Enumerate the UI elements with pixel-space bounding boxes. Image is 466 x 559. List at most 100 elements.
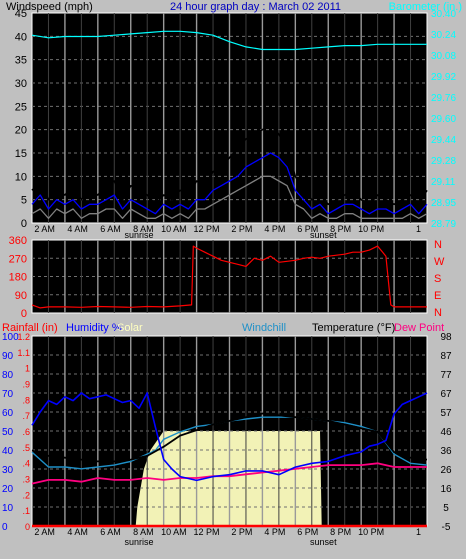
temperature-tick-label: 57 xyxy=(440,408,452,419)
time-tick-label: 6 AM xyxy=(100,224,121,234)
rainfall-tick-label: 0 xyxy=(25,522,30,532)
temperature-tick-label: 26 xyxy=(440,465,452,476)
time-tick-label: 12 PM xyxy=(193,527,219,537)
barometer-tick-label: 29.92 xyxy=(431,72,456,83)
windspeed-tick-label: 5 xyxy=(21,195,27,207)
rainfall-tick-label: 1.1 xyxy=(17,348,30,358)
legend-dew-point: Dew Point xyxy=(394,322,444,334)
compass-label: N xyxy=(434,239,442,251)
humidity-tick-label: 100 xyxy=(2,332,19,343)
barometer-tick-label: 29.11 xyxy=(431,177,456,188)
graph-title: 24 hour graph day : March 02 2011 xyxy=(170,1,341,13)
windspeed-tick-label: 35 xyxy=(15,55,27,67)
time-tick-label: 8 PM xyxy=(330,224,351,234)
direction-tick-label: 360 xyxy=(9,235,27,247)
wind-series xyxy=(31,30,428,219)
time-tick-label: 6 PM xyxy=(297,527,318,537)
rainfall-tick-label: .3 xyxy=(22,475,30,485)
windspeed-tick-label: 0 xyxy=(21,218,27,230)
time-tick-label: 12 PM xyxy=(193,224,219,234)
barometer-tick-label: 29.60 xyxy=(431,114,456,125)
rainfall-tick-label: .5 xyxy=(22,443,30,453)
windspeed-tick-label: 20 xyxy=(15,125,27,137)
time-tick-label: 2 PM xyxy=(231,527,252,537)
barometer-ticks: 28.79 28.95 29.11 29.28 29.44 29.60 29.76 29.92… xyxy=(431,9,456,230)
barometer-tick-label: 28.79 xyxy=(431,219,456,230)
temperature-tick-label: 16 xyxy=(440,484,452,495)
barometer-tick-label: 30.40 xyxy=(431,9,456,20)
climate-sunset-label: sunset xyxy=(310,537,337,547)
legend-windchill: Windchill xyxy=(242,322,286,334)
time-tick-label: 2 PM xyxy=(231,224,252,234)
compass-label: N xyxy=(434,307,442,319)
humidity-tick-label: 70 xyxy=(2,389,14,400)
wind-avg-line xyxy=(31,152,428,215)
barometer-tick-label: 29.76 xyxy=(431,93,456,104)
time-tick-label: 10 PM xyxy=(358,224,384,234)
legend-humidity: Humidity % xyxy=(66,322,122,334)
temperature-tick-label: 87 xyxy=(440,351,452,362)
rainfall-tick-label: 1 xyxy=(25,364,30,374)
humidity-tick-label: 60 xyxy=(2,408,14,419)
barometer-tick-label: 29.44 xyxy=(431,135,456,146)
windspeed-tick-label: 10 xyxy=(15,171,27,183)
wind-direction-line xyxy=(31,245,427,309)
wind-time-ticks: 2 AM 4 AM 6 AM 8 AM 10 AM 12 PM 2 PM 4 PM 6 PM 8 … xyxy=(34,224,421,234)
temperature-ticks: -5 5 16 26 36 46 57 67 77 87 98 xyxy=(440,332,452,533)
direction-grid xyxy=(32,240,427,313)
time-tick-label: 10 PM xyxy=(358,527,384,537)
rainfall-tick-label: .9 xyxy=(22,380,30,390)
time-tick-label: 8 PM xyxy=(330,527,351,537)
barometer-tick-label: 28.95 xyxy=(431,198,456,209)
direction-tick-label: 270 xyxy=(9,253,27,265)
temperature-line xyxy=(31,412,428,463)
barometer-tick-label: 30.08 xyxy=(431,51,456,62)
time-tick-label: 10 AM xyxy=(161,527,187,537)
climate-series xyxy=(31,392,428,528)
humidity-tick-label: 50 xyxy=(2,427,14,438)
dew-point-line xyxy=(31,462,427,485)
temperature-tick-label: -5 xyxy=(442,522,451,533)
time-tick-label: 8 AM xyxy=(133,224,154,234)
temperature-tick-label: 46 xyxy=(440,427,452,438)
climate-sunrise-label: sunrise xyxy=(124,537,153,547)
windspeed-ticks: 0 5 10 15 20 25 30 35 40 45 xyxy=(15,8,27,230)
wind-grid xyxy=(32,13,427,223)
rain-humidity-temperature-panel: 0 10 20 30 40 50 60 70 80 90 100 0 .1 .2 .3 .4 .5 .6 .7 .8… xyxy=(2,332,452,547)
rainfall-ticks: 0 .1 .2 .3 .4 .5 .6 .7 .8 .9 1 1.1 1.2 xyxy=(17,332,30,532)
time-tick-label: 2 AM xyxy=(34,527,55,537)
time-tick-label: 4 PM xyxy=(264,527,285,537)
humidity-tick-label: 30 xyxy=(2,465,14,476)
wind-sunrise-label: sunrise xyxy=(124,230,153,240)
time-tick-label: 4 AM xyxy=(67,224,88,234)
wind-min-line xyxy=(31,175,428,219)
time-tick-label: 1 xyxy=(416,527,421,537)
barometer-tick-label: 29.28 xyxy=(431,156,456,167)
humidity-tick-label: 90 xyxy=(2,351,14,362)
windspeed-axis-label: Windspeed (mph) xyxy=(6,1,93,13)
compass-label: S xyxy=(434,273,441,285)
rainfall-tick-label: .6 xyxy=(22,427,30,437)
windspeed-tick-label: 40 xyxy=(15,31,27,43)
rainfall-tick-label: 1.2 xyxy=(17,332,30,342)
rainfall-tick-label: .4 xyxy=(22,459,30,469)
temperature-tick-label: 5 xyxy=(443,503,449,514)
rainfall-tick-label: .7 xyxy=(22,411,30,421)
temperature-tick-label: 67 xyxy=(440,389,452,400)
windspeed-tick-label: 30 xyxy=(15,78,27,90)
temperature-tick-label: 36 xyxy=(440,446,452,457)
time-tick-label: 10 AM xyxy=(161,224,187,234)
windspeed-tick-label: 25 xyxy=(15,101,27,113)
time-tick-label: 2 AM xyxy=(34,224,55,234)
humidity-tick-label: 10 xyxy=(2,503,14,514)
wind-gust-line xyxy=(31,124,428,206)
direction-tick-label: 180 xyxy=(9,272,27,284)
time-tick-label: 8 AM xyxy=(133,527,154,537)
humidity-line xyxy=(31,392,428,482)
direction-tick-label: 90 xyxy=(15,290,27,302)
humidity-tick-label: 0 xyxy=(2,522,8,533)
